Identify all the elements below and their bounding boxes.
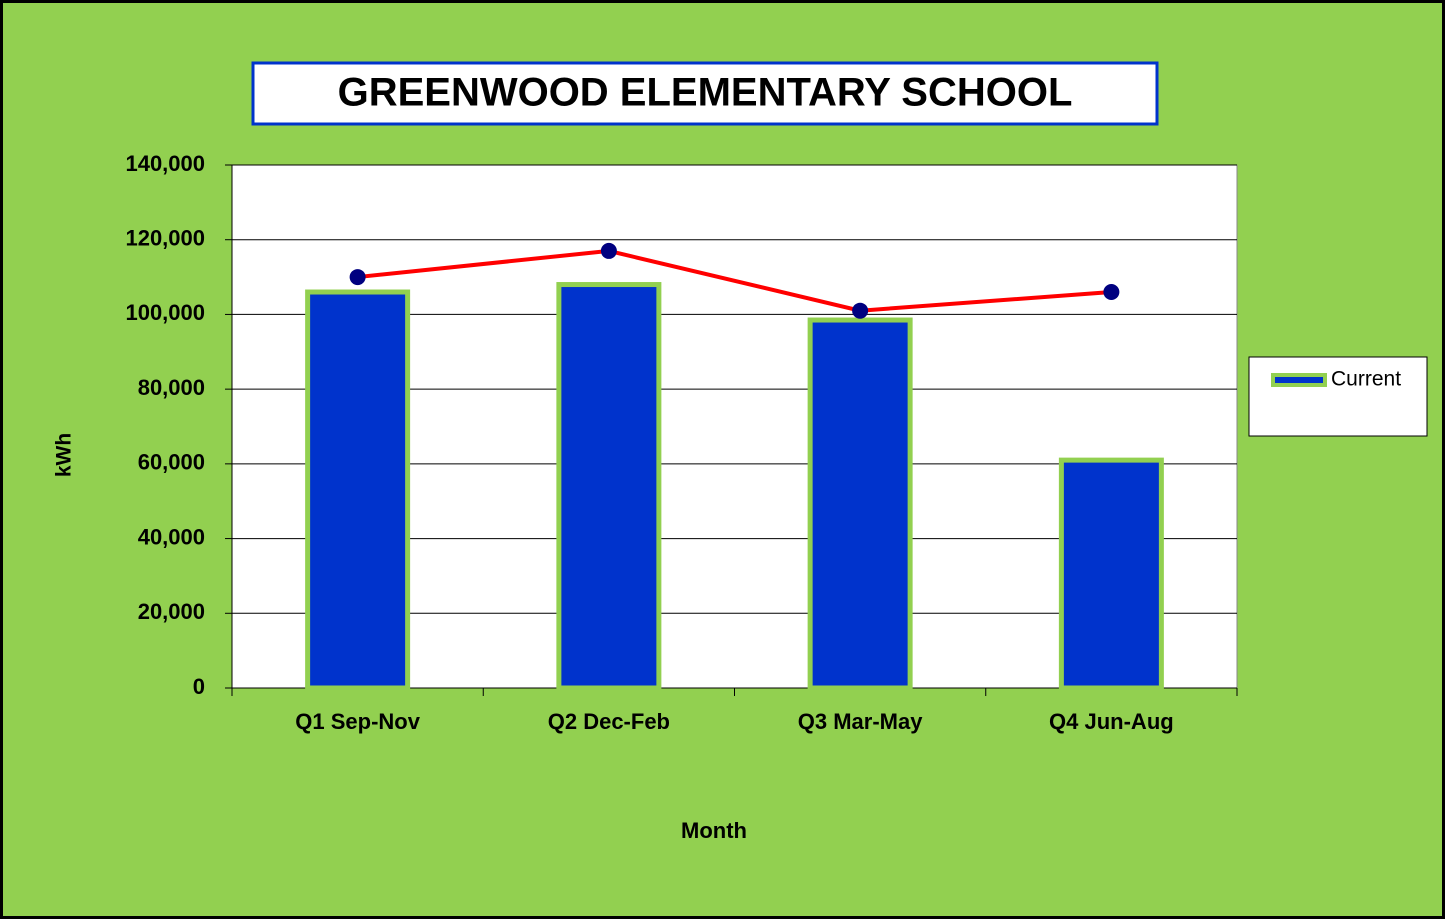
line [357,248,1112,313]
title-box [251,61,1159,126]
y-tick-label: 80,000 [138,375,205,400]
y-tick-label: 140,000 [125,151,205,176]
legend-label: Current [1331,368,1401,391]
line-marker [600,242,617,259]
bar [556,282,662,691]
y-tick-label: 100,000 [125,300,205,325]
x-tick-label: Q4 Jun-Aug [1049,709,1174,734]
legend [1248,356,1428,437]
x-tick-label: Q3 Mar-May [798,709,923,734]
y-tick-label: 60,000 [138,450,205,475]
legend-swatch [1271,373,1327,387]
x-tick-label: Q2 Dec-Feb [548,709,670,734]
bar [305,289,411,691]
y-axis-title: kWh [53,433,76,477]
bar [1058,457,1164,691]
y-tick-label: 120,000 [125,226,205,251]
bar [807,317,913,691]
line-marker [1103,284,1120,301]
y-tick-label: 40,000 [138,524,205,549]
line-marker [349,269,366,286]
y-tick-label: 0 [193,674,205,699]
x-tick-label: Q1 Sep-Nov [295,709,420,734]
line-marker [852,302,869,319]
x-axis-title: Month [681,818,747,843]
y-tick-label: 20,000 [138,599,205,624]
chart-title: GREENWOOD ELEMENTARY SCHOOL [338,71,1073,115]
